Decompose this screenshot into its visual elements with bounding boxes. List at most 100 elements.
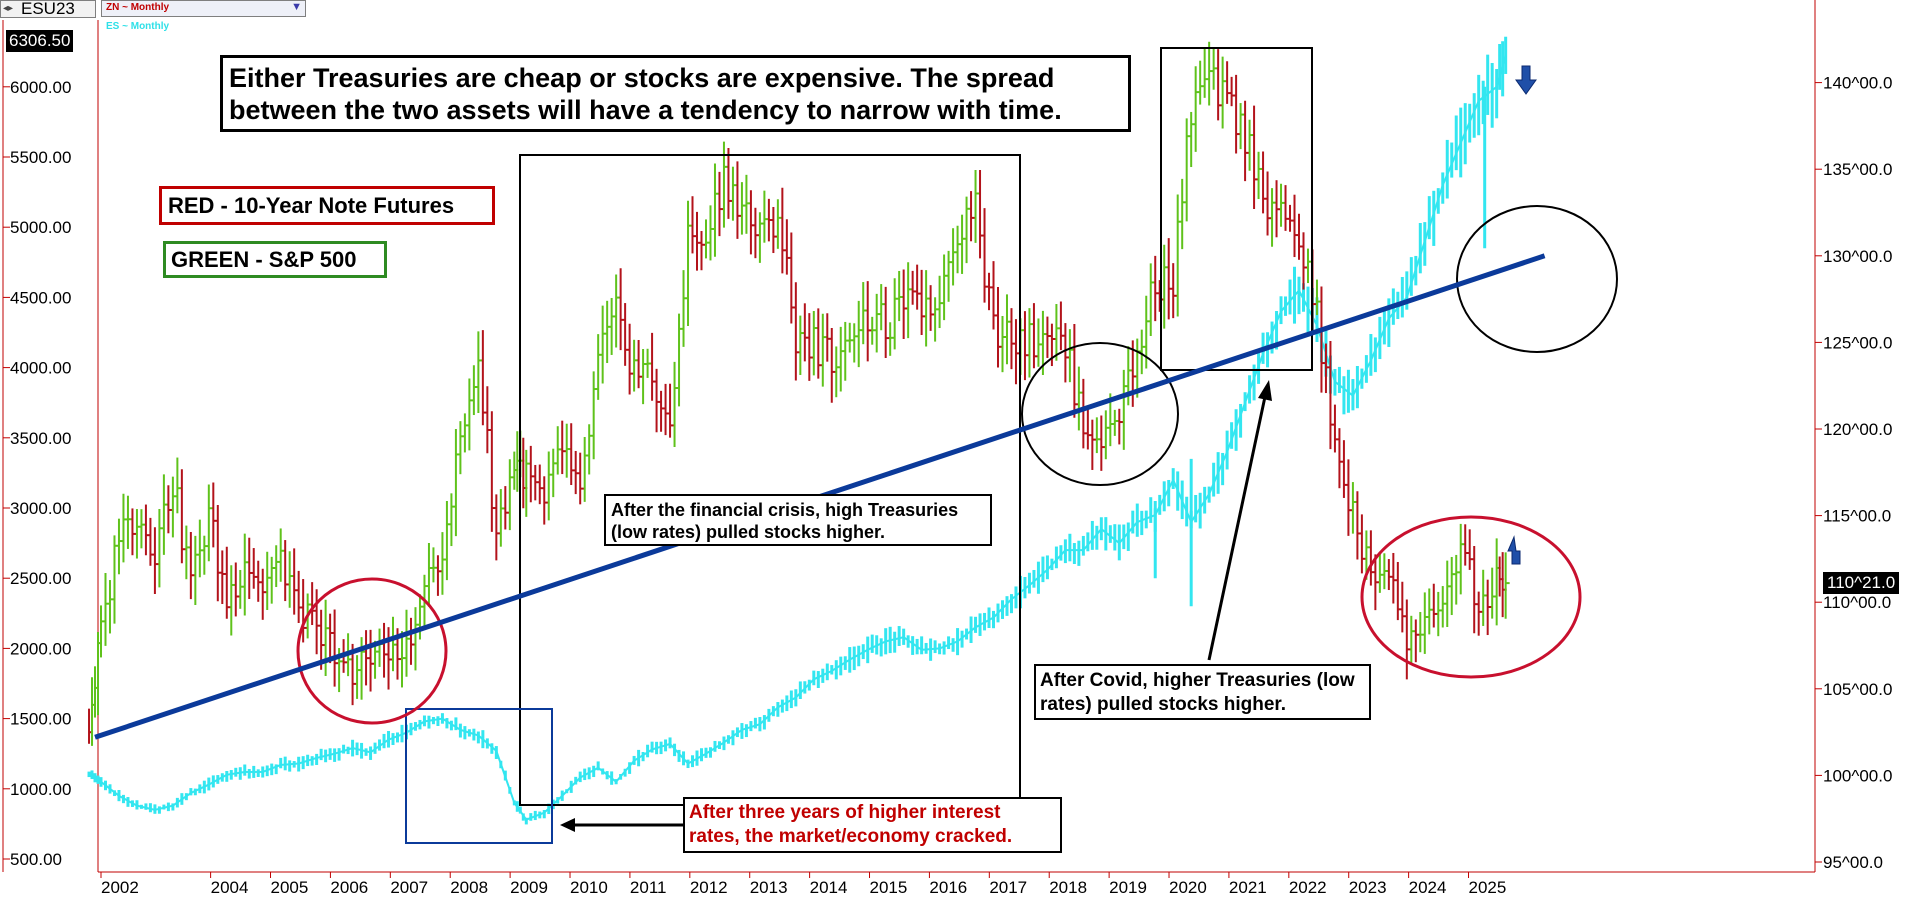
es-segment	[619, 770, 626, 778]
es-segment	[696, 755, 702, 760]
es-segment	[727, 735, 734, 741]
symbol-selector[interactable]: ◂▸ ESU23	[0, 0, 96, 18]
es-segment	[732, 732, 739, 737]
right-axis-tick-label: 105^00.0	[1823, 680, 1892, 699]
es-segment	[1239, 402, 1247, 416]
es-segment	[369, 748, 376, 754]
es-segment	[88, 773, 93, 778]
left-axis-tick-label: 2500.00	[10, 569, 71, 588]
down-arrow-icon	[1515, 65, 1537, 95]
2025-black-circle	[1456, 205, 1618, 353]
es-segment	[1338, 384, 1345, 390]
es-segment	[1275, 311, 1282, 323]
es-segment	[208, 781, 214, 786]
right-axis-tick-label: 115^00.0	[1823, 507, 1891, 526]
es-segment	[956, 637, 963, 643]
es-segment	[1495, 75, 1501, 88]
es-segment	[1459, 132, 1467, 144]
es-segment	[750, 724, 756, 728]
es-segment	[217, 776, 223, 781]
overlay-series-label: ES ~ Monthly	[106, 21, 170, 32]
time-axis-tick-label: 2008	[450, 878, 488, 897]
es-segment	[1369, 349, 1377, 361]
time-axis-tick-label: 2004	[211, 878, 249, 897]
es-segment	[1253, 365, 1260, 379]
left-axis-tick-label: 4000.00	[10, 359, 71, 378]
es-segment	[1176, 490, 1184, 502]
es-segment	[992, 612, 999, 619]
chevron-down-icon[interactable]: ▼	[291, 1, 302, 13]
right-last-price-tag: 110^21.0	[1823, 572, 1900, 594]
es-segment	[687, 760, 693, 765]
es-segment	[508, 789, 516, 804]
es-segment	[473, 733, 479, 737]
es-segment	[437, 717, 443, 721]
es-segment	[212, 778, 219, 784]
time-axis-tick-label: 2022	[1289, 878, 1327, 897]
es-segment	[1001, 603, 1008, 610]
time-axis-tick-label: 2006	[330, 878, 368, 897]
es-segment	[1423, 226, 1431, 242]
es-segment	[885, 639, 891, 643]
es-segment	[118, 794, 124, 800]
es-segment	[1082, 544, 1089, 551]
es-segment	[1217, 461, 1224, 474]
es-segment	[543, 807, 550, 814]
es-segment	[1478, 96, 1484, 102]
time-axis-tick-label: 2011	[630, 878, 667, 897]
es-segment	[203, 783, 210, 788]
right-axis-tick-label: 120^00.0	[1823, 420, 1892, 439]
es-segment	[1410, 269, 1417, 284]
es-segment	[647, 748, 653, 754]
left-axis-tick-label: 6000.00	[10, 78, 71, 97]
es-segment	[159, 806, 165, 810]
es-segment	[405, 728, 412, 734]
es-segment	[1235, 414, 1242, 428]
es-segment	[1378, 328, 1386, 340]
es-segment	[388, 736, 394, 741]
time-axis-tick-label: 2017	[989, 878, 1027, 897]
es-segment	[1163, 488, 1170, 498]
es-segment	[826, 669, 833, 674]
es-segment	[127, 799, 133, 805]
es-segment	[799, 687, 806, 694]
es-segment	[495, 750, 502, 765]
legend-green-note: GREEN - S&P 500	[163, 241, 387, 278]
es-segment	[266, 767, 273, 772]
es-segment	[813, 676, 819, 681]
time-axis-tick-label: 2018	[1049, 878, 1087, 897]
es-segment	[446, 720, 452, 726]
es-segment	[853, 653, 860, 659]
es-segment	[113, 791, 120, 797]
es-segment	[1473, 100, 1480, 112]
es-segment	[1051, 559, 1058, 566]
symbol-scroll-icon[interactable]: ◂▸	[3, 3, 14, 14]
es-segment	[491, 746, 497, 752]
es-segment	[1289, 294, 1296, 302]
es-segment	[903, 636, 909, 642]
es-segment	[1172, 479, 1179, 491]
es-segment	[1441, 174, 1449, 186]
es-segment	[898, 636, 904, 640]
es-segment	[329, 752, 335, 756]
es-segment	[181, 795, 187, 801]
es-segment	[1123, 531, 1130, 539]
left-axis-tick-label: 5000.00	[10, 218, 71, 237]
es-segment	[525, 817, 532, 821]
es-segment	[602, 770, 608, 776]
2018-black-circle	[1021, 342, 1179, 486]
es-segment	[499, 763, 507, 778]
es-segment	[1194, 507, 1202, 516]
es-segment	[988, 616, 994, 621]
study-selector[interactable]: ZN ~ Monthly ▼	[101, 0, 306, 17]
covid-period-box	[1160, 47, 1313, 371]
es-segment	[1091, 533, 1098, 541]
es-segment	[378, 742, 385, 747]
es-segment	[606, 773, 613, 780]
es-segment	[338, 749, 344, 754]
es-segment	[172, 801, 178, 807]
es-segment	[975, 624, 981, 629]
es-segment	[858, 651, 864, 656]
es-segment	[1226, 439, 1233, 453]
